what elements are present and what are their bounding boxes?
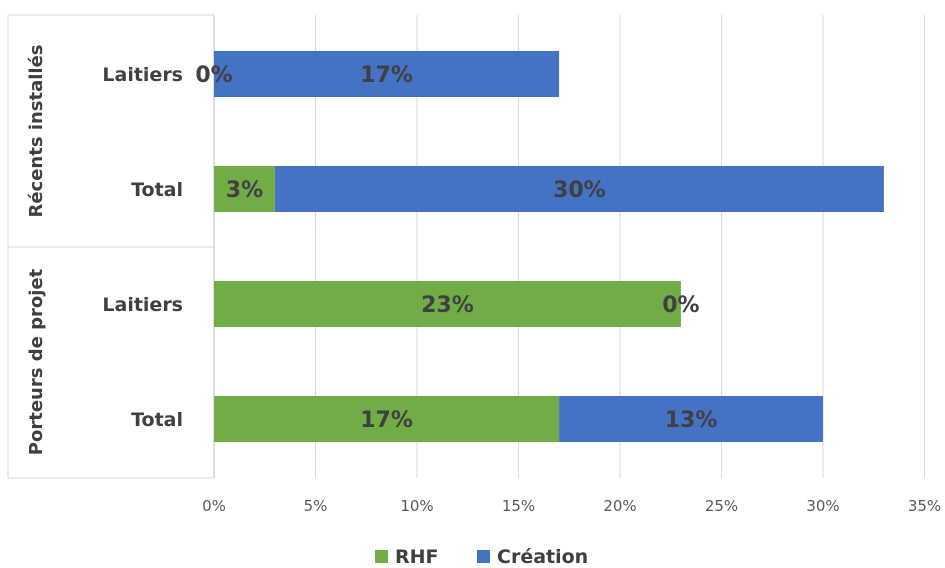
- legend-label: RHF: [395, 546, 439, 568]
- x-axis-tick-labels: 0% 5% 10% 15% 20% 25% 30% 35%: [202, 497, 941, 515]
- bar-rhf-3: [214, 396, 560, 442]
- bar-cration-1: [274, 166, 884, 212]
- bar-rhf-1: [214, 166, 275, 212]
- group-label: Récents installés: [26, 44, 47, 217]
- legend-swatch: [477, 550, 490, 563]
- bars: [214, 51, 884, 442]
- group-labels: Récents installés Porteurs de projet: [26, 44, 47, 455]
- data-label: 0%: [662, 293, 699, 318]
- category-label: Total: [131, 179, 183, 201]
- data-label: 3%: [226, 178, 263, 203]
- group-separators: [7, 14, 214, 479]
- legend-swatch: [375, 550, 388, 563]
- data-labels: 0% 17% 3% 30% 23% 0% 17% 13%: [195, 63, 717, 433]
- bar-cration-3: [559, 396, 823, 442]
- x-tick-label: 0%: [202, 497, 226, 515]
- x-tick-label: 5%: [304, 497, 328, 515]
- data-label: 17%: [360, 408, 413, 433]
- data-label: 13%: [665, 408, 718, 433]
- group-label: Porteurs de projet: [26, 268, 47, 455]
- data-label: 30%: [553, 178, 606, 203]
- legend-label: Création: [497, 546, 588, 568]
- legend: RHF Création: [375, 546, 588, 568]
- bar-rhf-2: [214, 281, 681, 327]
- x-tick-label: 25%: [705, 497, 738, 515]
- category-label: Laitiers: [102, 294, 183, 316]
- category-label: Total: [131, 409, 183, 431]
- x-tick-label: 35%: [908, 497, 941, 515]
- category-label: Laitiers: [102, 64, 183, 86]
- bar-cration-0: [214, 51, 560, 97]
- category-labels: Laitiers Total Laitiers Total: [102, 64, 183, 431]
- data-label: 0%: [195, 63, 232, 88]
- x-tick-label: 20%: [603, 497, 636, 515]
- x-tick-label: 30%: [806, 497, 839, 515]
- data-label: 23%: [421, 293, 474, 318]
- data-label: 17%: [360, 63, 413, 88]
- x-tick-label: 10%: [400, 497, 433, 515]
- x-tick-label: 15%: [502, 497, 535, 515]
